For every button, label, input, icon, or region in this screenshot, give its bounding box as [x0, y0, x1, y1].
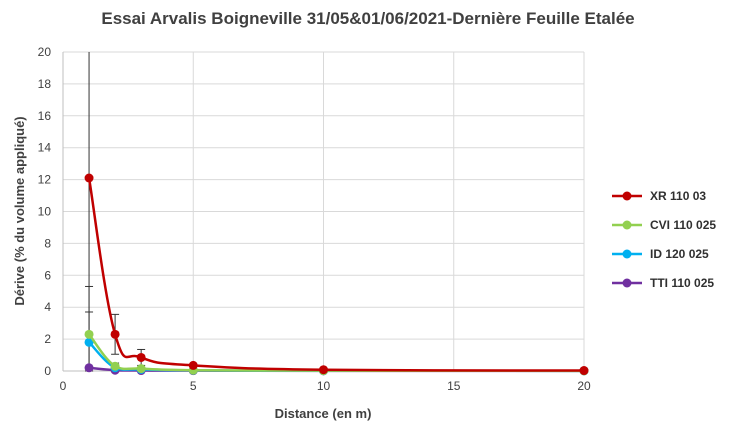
data-point: [188, 360, 198, 370]
legend-swatch-marker: [622, 191, 632, 201]
x-tick-label: 20: [577, 379, 591, 393]
y-tick-label: 18: [38, 77, 52, 91]
data-point: [136, 352, 146, 362]
legend-entry-label: CVI 110 025: [650, 218, 716, 232]
y-tick-label: 10: [38, 205, 52, 219]
series-line: [87, 177, 585, 372]
y-tick-label: 4: [44, 300, 51, 314]
data-point: [136, 364, 146, 374]
x-tick-label: 15: [447, 379, 461, 393]
y-tick-label: 16: [38, 109, 52, 123]
legend-swatch-marker: [622, 220, 632, 230]
x-tick-label: 5: [190, 379, 197, 393]
data-point: [579, 366, 589, 376]
data-point: [84, 329, 94, 339]
data-point: [110, 329, 120, 339]
y-tick-label: 0: [44, 364, 51, 378]
data-point: [84, 173, 94, 183]
y-tick-label: 2: [44, 332, 51, 346]
legend-swatch-marker: [622, 278, 632, 288]
data-point: [84, 363, 94, 373]
legend: XR 110 03 CVI 110 025 ID 120 025 TTI 110 02…: [612, 189, 716, 290]
y-tick-label: 8: [44, 236, 51, 250]
chart-title: Essai Arvalis Boigneville 31/05&01/06/20…: [101, 9, 634, 28]
y-tick-label: 20: [38, 45, 52, 59]
legend-entry-label: ID 120 025: [650, 247, 709, 261]
y-tick-label: 6: [44, 268, 51, 282]
y-tick-label: 12: [38, 173, 52, 187]
y-tick-label: 14: [38, 141, 52, 155]
legend-swatch-marker: [622, 249, 632, 259]
legend-entry-label: XR 110 03: [650, 189, 706, 203]
axes: 0 2 4 6 8 10 12 14 16 18 20 0 5 10 15 20: [38, 45, 591, 393]
data-point: [319, 365, 328, 375]
data-point: [84, 337, 94, 347]
series-line: [88, 341, 585, 373]
series-line: [88, 333, 585, 373]
grid: [63, 51, 585, 371]
series: [84, 173, 589, 376]
y-axis-title: Dérive (% du volume appliqué): [12, 116, 27, 305]
x-axis-title: Distance (en m): [275, 406, 372, 421]
x-tick-label: 0: [60, 379, 67, 393]
data-point: [110, 361, 120, 371]
x-tick-label: 10: [317, 379, 331, 393]
legend-entry-label: TTI 110 025: [650, 276, 714, 290]
